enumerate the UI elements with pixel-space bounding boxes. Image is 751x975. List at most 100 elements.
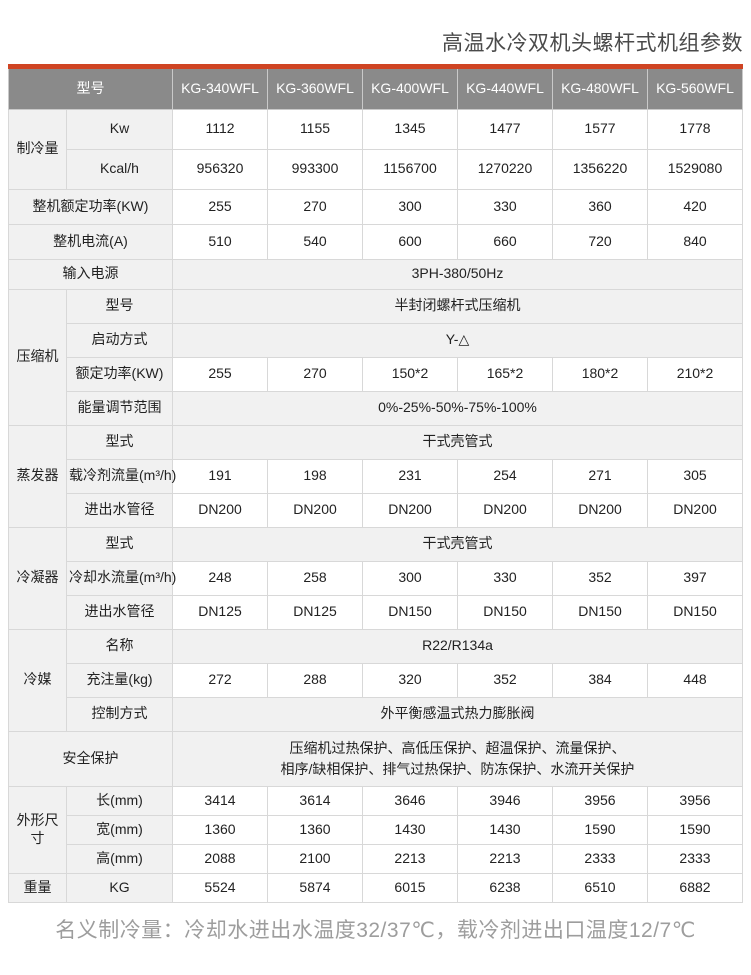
row-refrigerant-control: 控制方式 外平衡感温式热力膨胀阀 [9,696,743,732]
value-cell: 1112 [172,108,268,150]
value-cell: 3646 [362,785,458,816]
value-cell: 3414 [172,785,268,816]
value-cell: 720 [552,223,648,260]
value-cell: 272 [172,662,268,698]
row-condenser-flow: 冷却水流量(m³/h) 248 258 300 330 352 397 [9,560,743,596]
value-cell: 1356220 [552,148,648,190]
value-cell: 2333 [552,843,648,874]
value-cell: 448 [647,662,743,698]
value-cell: DN150 [457,594,553,630]
row-label: 进出水管径 [66,492,173,528]
row-label: 整机电流(A) [8,223,173,260]
value-cell: 540 [267,223,363,260]
value-cell: 1360 [172,814,268,845]
row-cooling-kw: 制冷量 Kw 1112 1155 1345 1477 1577 1778 [8,108,743,190]
model-header-cell: 型号 [8,69,173,110]
value-cell: 3956 [552,785,648,816]
value-cell: 231 [362,458,458,494]
value-cell: 1590 [552,814,648,845]
value-cell: 5874 [267,872,363,903]
value-cell: 3946 [457,785,553,816]
row-label: 型号 [66,288,173,324]
group-label-condenser: 冷凝器 [8,526,67,630]
page-title: 高温水冷双机头螺杆式机组参数 [442,32,743,55]
value-cell: 2088 [172,843,268,874]
value-cell: 3956 [647,785,743,816]
model-cell: KG-400WFL [362,69,458,110]
row-label: 输入电源 [8,258,173,290]
model-cell: KG-560WFL [647,69,743,110]
model-cell: KG-360WFL [267,69,363,110]
value-cell: 1156700 [362,148,458,190]
value-cell: DN200 [362,492,458,528]
value-cell: DN200 [267,492,363,528]
value-cell: 210*2 [647,356,743,392]
value-cell: 360 [552,188,648,225]
row-dim-length: 外形尺寸 长(mm) 3414 3614 3646 3946 3956 3956 [8,785,743,874]
row-label: 额定功率(KW) [66,356,173,392]
row-label: 名称 [66,628,173,664]
group-label-cooling: 制冷量 [8,108,67,190]
row-label: 载冷剂流量(m³/h) [66,458,176,494]
model-cell: KG-340WFL [172,69,268,110]
value-cell: 2213 [362,843,458,874]
value-cell: 1529080 [647,148,743,190]
value-cell: 3PH-380/50Hz [172,258,743,290]
row-label: 进出水管径 [66,594,173,630]
row-power-supply: 输入电源 3PH-380/50Hz [8,258,743,290]
value-cell: 330 [457,188,553,225]
value-cell: 956320 [172,148,268,190]
value-cell: 1345 [362,108,458,150]
row-refrigerant-charge: 充注量(kg) 272 288 320 352 384 448 [9,662,743,698]
value-cell: 300 [362,188,458,225]
value-cell: 6238 [457,872,553,903]
row-label: 冷却水流量(m³/h) [66,560,176,596]
row-label: 型式 [66,424,173,460]
spec-table-wrap: 型号 KG-340WFL KG-360WFL KG-400WFL KG-440W… [8,64,743,903]
safety-line-1: 压缩机过热保护、高低压保护、超温保护、流量保护、 [289,739,626,756]
value-cell: DN150 [647,594,743,630]
value-cell: 288 [267,662,363,698]
row-label: 充注量(kg) [66,662,173,698]
value-cell: 180*2 [552,356,648,392]
row-label: Kcal/h [66,148,173,190]
row-label: 宽(mm) [66,814,173,845]
value-cell: 352 [552,560,648,596]
row-label: 整机额定功率(KW) [8,188,173,225]
value-cell: 1778 [647,108,743,150]
value-cell: 258 [267,560,363,596]
row-condenser-pipe: 进出水管径 DN125 DN125 DN150 DN150 DN150 DN15… [9,594,743,630]
row-label: 启动方式 [66,322,173,358]
row-compressor-power: 额定功率(KW) 255 270 150*2 165*2 180*2 210*2 [9,356,743,392]
value-cell: DN150 [362,594,458,630]
row-cooling-kcal: Kcal/h 956320 993300 1156700 1270220 135… [9,148,743,190]
value-cell: 305 [647,458,743,494]
value-cell: DN200 [457,492,553,528]
group-label-evaporator: 蒸发器 [8,424,67,528]
value-cell: 600 [362,223,458,260]
row-safety: 安全保护 压缩机过热保护、高低压保护、超温保护、流量保护、 相序/缺相保护、排气… [8,730,743,787]
row-current: 整机电流(A) 510 540 600 660 720 840 [8,223,743,260]
row-label: 高(mm) [66,843,173,874]
value-cell: 1430 [362,814,458,845]
value-cell: 271 [552,458,648,494]
spec-table: 型号 KG-340WFL KG-360WFL KG-400WFL KG-440W… [8,69,743,903]
row-dim-height: 高(mm) 2088 2100 2213 2213 2333 2333 [9,843,743,874]
value-cell: 254 [457,458,553,494]
value-cell: 压缩机过热保护、高低压保护、超温保护、流量保护、 相序/缺相保护、排气过热保护、… [172,730,743,787]
value-cell: 1577 [552,108,648,150]
value-cell: R22/R134a [172,628,743,664]
group-label-weight: 重量 [8,872,67,903]
row-label: 控制方式 [66,696,173,732]
value-cell: 外平衡感温式热力膨胀阀 [172,696,743,732]
value-cell: 840 [647,223,743,260]
row-evaporator-pipe: 进出水管径 DN200 DN200 DN200 DN200 DN200 DN20… [9,492,743,528]
row-compressor-start: 启动方式 Y-△ [9,322,743,358]
value-cell: DN200 [552,492,648,528]
value-cell: 397 [647,560,743,596]
group-label-dimensions: 外形尺寸 [8,785,67,874]
value-cell: 255 [172,188,268,225]
value-cell: 165*2 [457,356,553,392]
value-cell: DN200 [647,492,743,528]
row-refrigerant-name: 冷媒 名称 R22/R134a [8,628,743,732]
